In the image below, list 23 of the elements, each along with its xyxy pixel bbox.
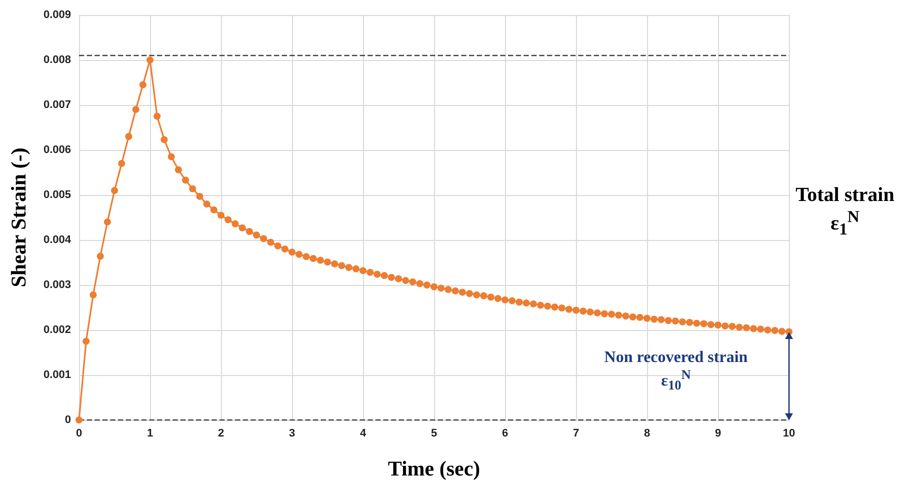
y-axis-title: Shear Strain (-) <box>6 148 30 288</box>
x-tick-label: 1 <box>146 428 154 440</box>
y-tick-label: 0 <box>64 414 71 426</box>
y-tick-label: 0.008 <box>43 54 71 66</box>
y-tick-label: 0.006 <box>43 144 71 156</box>
y-tick-label: 0.002 <box>43 324 71 336</box>
x-tick-label: 8 <box>644 428 650 440</box>
x-tick-label: 5 <box>430 428 438 440</box>
x-tick-label: 4 <box>360 428 367 440</box>
y-tick-label: 0.005 <box>43 189 71 201</box>
x-tick-label: 10 <box>782 428 796 440</box>
x-tick-label: 9 <box>714 428 722 440</box>
y-tick-label: 0.001 <box>43 369 71 381</box>
y-tick-label: 0.007 <box>43 99 71 111</box>
x-tick-label: 0 <box>76 428 82 440</box>
x-tick-label: 3 <box>288 428 296 440</box>
y-tick-label: 0.003 <box>43 279 71 291</box>
x-tick-label: 7 <box>572 428 580 440</box>
y-tick-label: 0.004 <box>43 234 72 246</box>
x-tick-label: 2 <box>218 428 224 440</box>
y-tick-label: 0.009 <box>43 9 71 21</box>
x-tick-label: 6 <box>502 428 508 440</box>
x-axis-title: Time (sec) <box>388 456 480 480</box>
